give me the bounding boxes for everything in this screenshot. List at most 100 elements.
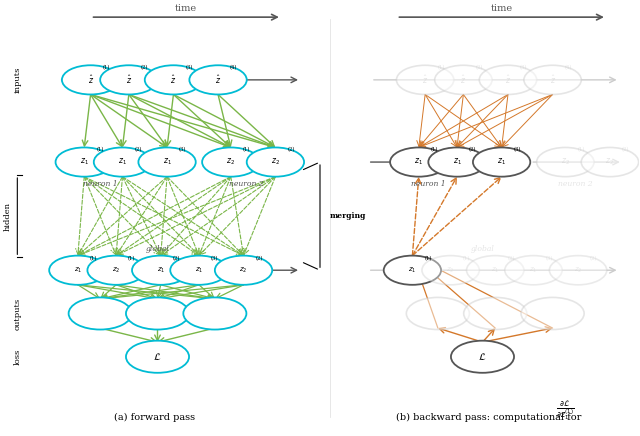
Text: $\frac{\partial \mathcal{L}}{\partial z_1^{(1)}}$: $\frac{\partial \mathcal{L}}{\partial z_… <box>556 399 575 422</box>
Ellipse shape <box>473 147 531 177</box>
Text: (3): (3) <box>186 65 193 70</box>
Text: (3): (3) <box>179 147 187 153</box>
Text: $z_1$: $z_1$ <box>497 157 506 167</box>
Text: (4): (4) <box>564 65 572 70</box>
Ellipse shape <box>435 65 492 95</box>
Ellipse shape <box>467 255 524 285</box>
Text: time: time <box>175 4 197 13</box>
Ellipse shape <box>384 255 441 285</box>
Text: global: global <box>145 245 170 253</box>
Text: neuron 1: neuron 1 <box>411 180 445 188</box>
Ellipse shape <box>88 255 145 285</box>
Text: hidden: hidden <box>4 201 12 231</box>
Text: (2): (2) <box>476 65 483 70</box>
Ellipse shape <box>145 65 202 95</box>
Text: $\hat{z}$: $\hat{z}$ <box>125 74 132 86</box>
Ellipse shape <box>100 65 157 95</box>
Ellipse shape <box>49 255 106 285</box>
Text: $\hat{z}$: $\hat{z}$ <box>505 74 511 86</box>
Ellipse shape <box>62 65 119 95</box>
Text: (1): (1) <box>424 255 432 261</box>
Text: $\hat{z}$: $\hat{z}$ <box>170 74 177 86</box>
Ellipse shape <box>422 255 479 285</box>
Text: $z_1$: $z_1$ <box>491 266 499 275</box>
Ellipse shape <box>202 147 259 177</box>
Text: (4): (4) <box>230 65 237 70</box>
Text: (3): (3) <box>514 147 521 153</box>
Text: (2): (2) <box>141 65 148 70</box>
Text: $z_2$: $z_2$ <box>605 157 614 167</box>
Text: merging: merging <box>330 212 366 220</box>
Text: $\hat{z}$: $\hat{z}$ <box>88 74 93 86</box>
Text: neuron 1: neuron 1 <box>83 180 118 188</box>
Ellipse shape <box>138 147 196 177</box>
Text: $\mathcal{L}$: $\mathcal{L}$ <box>154 351 162 362</box>
Text: $\hat{z}$: $\hat{z}$ <box>215 74 221 86</box>
Text: $z_1$: $z_1$ <box>414 157 423 167</box>
Ellipse shape <box>451 341 514 373</box>
Text: (2): (2) <box>173 255 180 261</box>
Text: neuron 2: neuron 2 <box>229 180 264 188</box>
Text: $\mathcal{L}$: $\mathcal{L}$ <box>478 351 486 362</box>
Text: $\hat{z}$: $\hat{z}$ <box>550 74 556 86</box>
Text: (2): (2) <box>590 255 598 261</box>
Text: (b) backward pass: computational for: (b) backward pass: computational for <box>396 413 582 422</box>
Text: (3): (3) <box>211 255 218 261</box>
Text: (2): (2) <box>508 255 515 261</box>
Ellipse shape <box>189 65 246 95</box>
Text: $z_2$: $z_2$ <box>561 157 570 167</box>
Text: $z_1$: $z_1$ <box>452 157 461 167</box>
Text: (2): (2) <box>134 147 142 153</box>
Text: (2): (2) <box>255 255 263 261</box>
Ellipse shape <box>215 255 272 285</box>
Text: (1): (1) <box>577 147 585 153</box>
Ellipse shape <box>464 297 527 330</box>
Text: global: global <box>470 245 495 253</box>
Text: (2): (2) <box>287 147 295 153</box>
Text: $z_2$: $z_2$ <box>112 266 120 275</box>
Text: (2): (2) <box>622 147 630 153</box>
Ellipse shape <box>396 65 454 95</box>
Text: $z_2$: $z_2$ <box>447 266 455 275</box>
Ellipse shape <box>581 147 639 177</box>
Text: (1): (1) <box>102 65 110 70</box>
Text: (2): (2) <box>469 147 477 153</box>
Text: $\hat{z}$: $\hat{z}$ <box>422 74 428 86</box>
Text: $z_1$: $z_1$ <box>157 266 165 275</box>
Text: (a) forward pass: (a) forward pass <box>114 413 195 422</box>
Ellipse shape <box>524 65 581 95</box>
Text: (1): (1) <box>96 147 104 153</box>
Ellipse shape <box>505 255 562 285</box>
Text: $z_1$: $z_1$ <box>80 157 89 167</box>
Text: $z_1$: $z_1$ <box>118 157 127 167</box>
Text: time: time <box>490 4 513 13</box>
Text: neuron 2: neuron 2 <box>557 180 592 188</box>
Text: $z_2$: $z_2$ <box>227 157 236 167</box>
Text: (3): (3) <box>545 255 553 261</box>
Text: $z_1$: $z_1$ <box>408 266 417 275</box>
Text: $z_1$: $z_1$ <box>529 266 538 275</box>
Text: $z_1$: $z_1$ <box>163 157 172 167</box>
Ellipse shape <box>479 65 537 95</box>
Ellipse shape <box>132 255 189 285</box>
Ellipse shape <box>428 147 486 177</box>
Text: loss: loss <box>13 349 21 365</box>
Text: $z_2$: $z_2$ <box>271 157 280 167</box>
Text: $z_1$: $z_1$ <box>195 266 203 275</box>
Ellipse shape <box>521 297 584 330</box>
Ellipse shape <box>126 297 189 330</box>
Text: (1): (1) <box>90 255 97 261</box>
Text: $z_2$: $z_2$ <box>239 266 248 275</box>
Ellipse shape <box>549 255 607 285</box>
Text: inputs: inputs <box>13 67 21 93</box>
Ellipse shape <box>390 147 447 177</box>
Text: $z_1$: $z_1$ <box>74 266 82 275</box>
Text: (1): (1) <box>431 147 438 153</box>
Ellipse shape <box>126 341 189 373</box>
Text: $\hat{z}$: $\hat{z}$ <box>460 74 467 86</box>
Ellipse shape <box>537 147 594 177</box>
Text: (1): (1) <box>437 65 445 70</box>
Text: (1): (1) <box>463 255 470 261</box>
Ellipse shape <box>68 297 132 330</box>
Ellipse shape <box>56 147 113 177</box>
